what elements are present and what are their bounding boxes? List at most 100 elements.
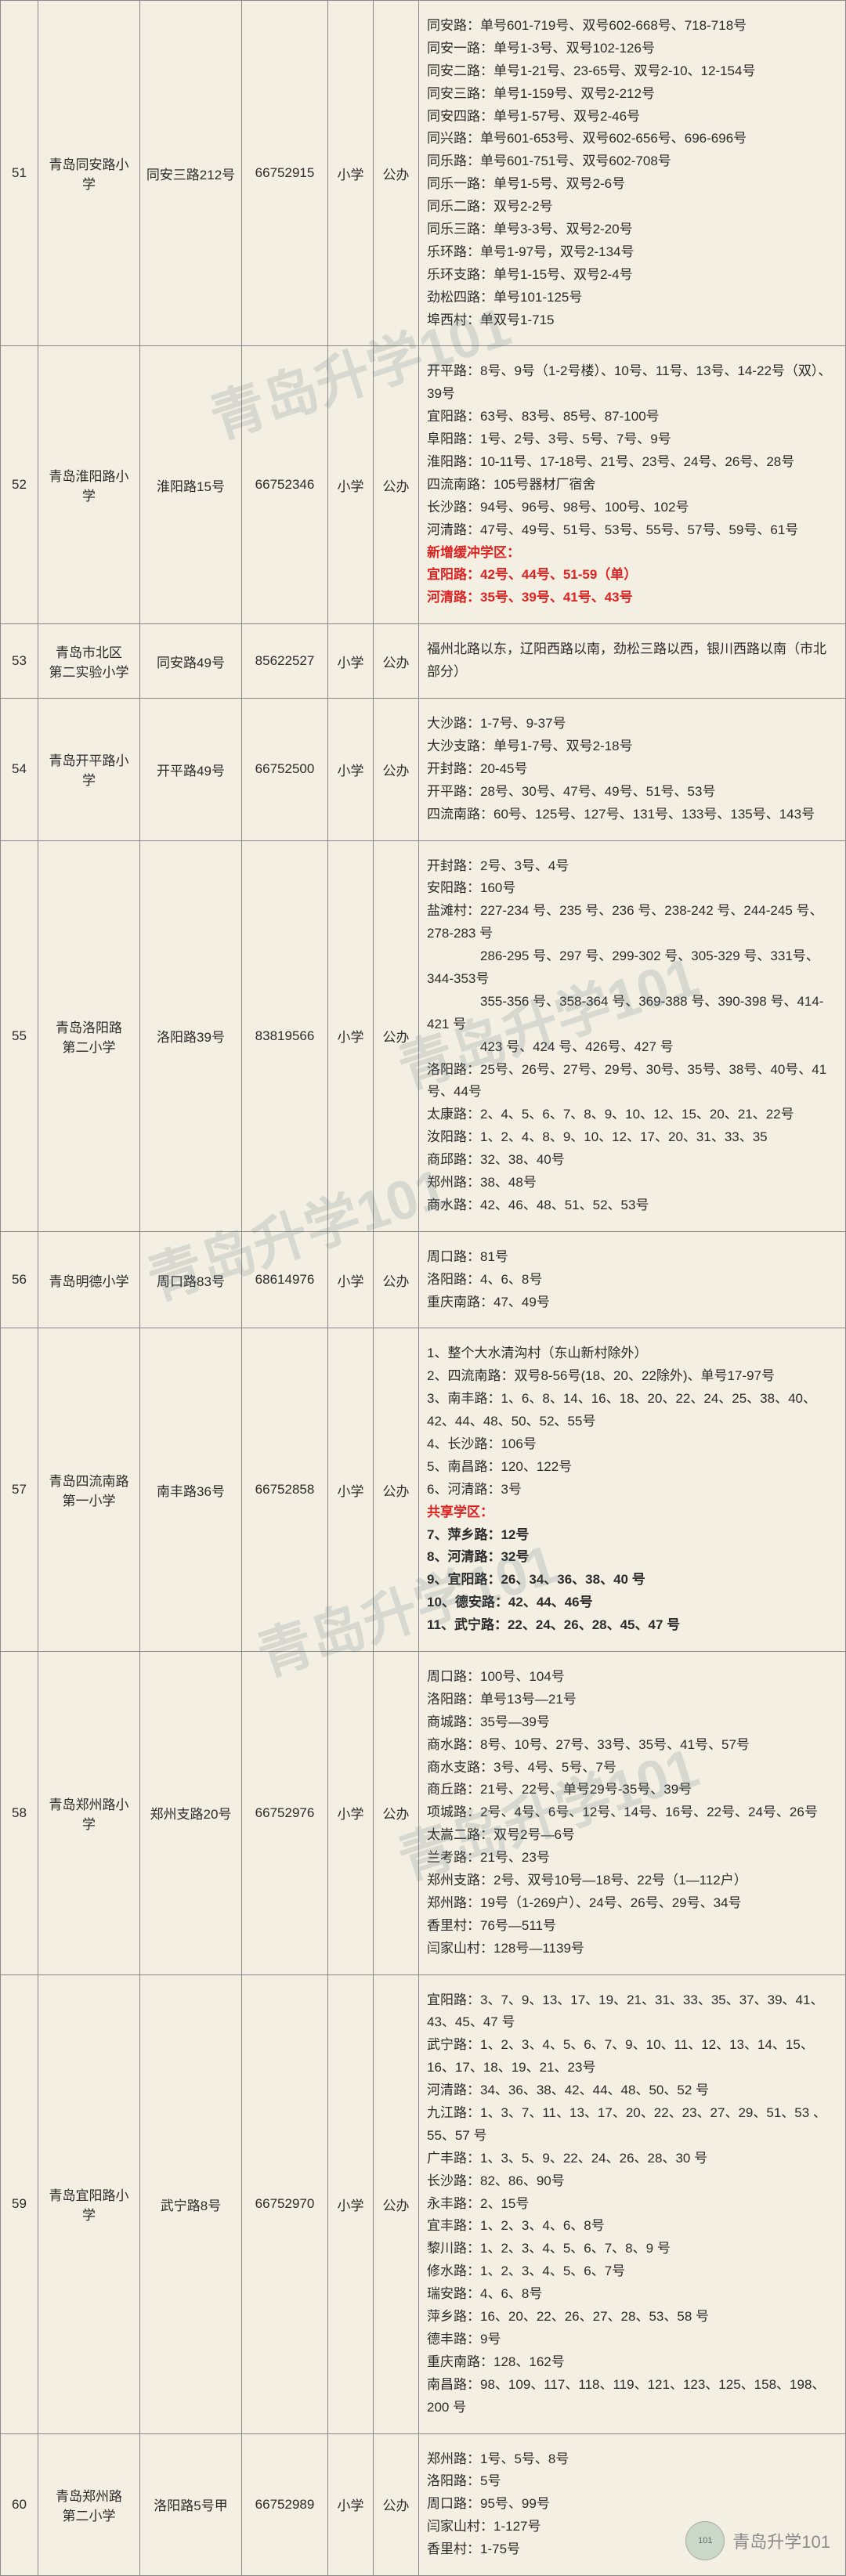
area-line: 盐滩村：227-234 号、235 号、236 号、238-242 号、244-… xyxy=(427,900,837,945)
school-name: 青岛淮阳路小学 xyxy=(38,346,140,624)
school-type: 公办 xyxy=(374,1974,419,2433)
area-line: 同安二路：单号1-21号、23-65号、双号2-10、12-154号 xyxy=(427,60,837,83)
area-line: 7、萍乡路：12号 xyxy=(427,1524,837,1547)
area-line: 修水路：1、2、3、4、5、6、7号 xyxy=(427,2260,837,2283)
school-name: 青岛郑州路小学 xyxy=(38,1652,140,1975)
enrollment-area: 福州北路以东，辽阳西路以南，劲松三路以西，银川西路以南（市北部分） xyxy=(419,624,846,699)
table-row: 51青岛同安路小学同安三路212号66752915小学公办同安路：单号601-7… xyxy=(1,1,846,346)
area-line: 宜阳路：3、7、9、13、17、19、21、31、33、35、37、39、41、… xyxy=(427,1989,837,2035)
school-level: 小学 xyxy=(328,1231,374,1328)
table-row: 53青岛市北区第二实验小学同安路49号85622527小学公办福州北路以东，辽阳… xyxy=(1,624,846,699)
table-row: 59青岛宜阳路小学武宁路8号66752970小学公办宜阳路：3、7、9、13、1… xyxy=(1,1974,846,2433)
area-line: 四流南路：105号器材厂宿舍 xyxy=(427,474,837,497)
school-phone: 66752858 xyxy=(242,1328,328,1652)
area-line: 355-356 号、358-364 号、369-388 号、390-398 号、… xyxy=(427,991,837,1036)
school-name: 青岛宜阳路小学 xyxy=(38,1974,140,2433)
area-line: 长沙路：82、86、90号 xyxy=(427,2170,837,2193)
enrollment-area: 周口路：81号洛阳路：4、6、8号重庆南路：47、49号 xyxy=(419,1231,846,1328)
area-line: 同安四路：单号1-57号、双号2-46号 xyxy=(427,106,837,128)
school-phone: 68614976 xyxy=(242,1231,328,1328)
area-line: 郑州路：19号（1-269户）、24号、26号、29号、34号 xyxy=(427,1892,837,1915)
area-line: 大沙路：1-7号、9-37号 xyxy=(427,713,837,735)
area-line: 广丰路：1、3、5、9、22、24、26、28、30 号 xyxy=(427,2148,837,2170)
school-address: 开平路49号 xyxy=(140,699,242,840)
school-level: 小学 xyxy=(328,1,374,346)
area-line: 同安路：单号601-719号、双号602-668号、718-718号 xyxy=(427,15,837,38)
area-line: 郑州路：1号、5号、8号 xyxy=(427,2448,837,2471)
school-level: 小学 xyxy=(328,1974,374,2433)
school-phone: 66752989 xyxy=(242,2433,328,2575)
area-line: 闫家山村：128号—1139号 xyxy=(427,1938,837,1960)
row-index: 60 xyxy=(1,2433,38,2575)
area-line: 瑞安路：4、6、8号 xyxy=(427,2283,837,2306)
area-line: 商城路：35号—39号 xyxy=(427,1711,837,1734)
school-name: 青岛明德小学 xyxy=(38,1231,140,1328)
area-line: 长沙路：94号、96号、98号、100号、102号 xyxy=(427,497,837,519)
area-line: 阜阳路：1号、2号、3号、5号、7号、9号 xyxy=(427,428,837,451)
area-line: 太康路：2、4、5、6、7、8、9、10、12、15、20、21、22号 xyxy=(427,1104,837,1126)
area-line: 福州北路以东，辽阳西路以南，劲松三路以西，银川西路以南（市北部分） xyxy=(427,638,837,684)
area-line: 2、四流南路：双号8-56号(18、20、22除外)、单号17-97号 xyxy=(427,1365,837,1388)
school-address: 洛阳路5号甲 xyxy=(140,2433,242,2575)
area-line: 太嵩二路：双号2号—6号 xyxy=(427,1824,837,1847)
area-line: 同乐一路：单号1-5号、双号2-6号 xyxy=(427,173,837,196)
area-line: 四流南路：60号、125号、127号、131号、133号、135号、143号 xyxy=(427,804,837,826)
school-address: 洛阳路39号 xyxy=(140,840,242,1231)
school-type: 公办 xyxy=(374,1231,419,1328)
school-address: 郑州支路20号 xyxy=(140,1652,242,1975)
row-index: 56 xyxy=(1,1231,38,1328)
area-line: 同乐二路：双号2-2号 xyxy=(427,196,837,219)
area-line: 德丰路：9号 xyxy=(427,2329,837,2351)
area-line: 宜丰路：1、2、3、4、6、8号 xyxy=(427,2215,837,2238)
school-type: 公办 xyxy=(374,840,419,1231)
area-line: 河清路：35号、39号、41号、43号 xyxy=(427,587,837,609)
enrollment-area: 1、整个大水清沟村（东山新村除外）2、四流南路：双号8-56号(18、20、22… xyxy=(419,1328,846,1652)
area-line: 九江路：1、3、7、11、13、17、20、22、23、27、29、51、53 … xyxy=(427,2102,837,2148)
enrollment-area: 开封路：2号、3号、4号安阳路：160号盐滩村：227-234 号、235 号、… xyxy=(419,840,846,1231)
school-name: 青岛郑州路第二小学 xyxy=(38,2433,140,2575)
school-type: 公办 xyxy=(374,699,419,840)
school-level: 小学 xyxy=(328,624,374,699)
school-table: 51青岛同安路小学同安三路212号66752915小学公办同安路：单号601-7… xyxy=(0,0,846,2576)
area-line: 香里村：76号—511号 xyxy=(427,1915,837,1938)
school-name: 青岛开平路小学 xyxy=(38,699,140,840)
table-row: 54青岛开平路小学开平路49号66752500小学公办大沙路：1-7号、9-37… xyxy=(1,699,846,840)
area-line: 洛阳路：单号13号—21号 xyxy=(427,1689,837,1711)
area-line: 1、整个大水清沟村（东山新村除外） xyxy=(427,1342,837,1365)
school-phone: 66752976 xyxy=(242,1652,328,1975)
area-line: 商水路：42、46、48、51、52、53号 xyxy=(427,1194,837,1217)
school-type: 公办 xyxy=(374,2433,419,2575)
area-line: 新增缓冲学区： xyxy=(427,542,837,565)
school-phone: 66752346 xyxy=(242,346,328,624)
area-line: 洛阳路：4、6、8号 xyxy=(427,1269,837,1292)
school-name: 青岛市北区第二实验小学 xyxy=(38,624,140,699)
area-line: 郑州支路：2号、双号10号—18号、22号（1—112户） xyxy=(427,1870,837,1892)
enrollment-area: 周口路：100号、104号洛阳路：单号13号—21号商城路：35号—39号商水路… xyxy=(419,1652,846,1975)
area-line: 埠西村：单双号1-715 xyxy=(427,309,837,332)
area-line: 宜阳路：63号、83号、85号、87-100号 xyxy=(427,406,837,428)
school-type: 公办 xyxy=(374,624,419,699)
area-line: 洛阳路：5号 xyxy=(427,2470,837,2493)
area-line: 开封路：20-45号 xyxy=(427,758,837,781)
school-address: 南丰路36号 xyxy=(140,1328,242,1652)
area-line: 11、武宁路：22、24、26、28、45、47 号 xyxy=(427,1614,837,1637)
area-line: 乐环路：单号1-97号，双号2-134号 xyxy=(427,241,837,264)
table-row: 52青岛淮阳路小学淮阳路15号66752346小学公办开平路：8号、9号（1-2… xyxy=(1,346,846,624)
school-address: 淮阳路15号 xyxy=(140,346,242,624)
area-line: 淮阳路：10-11号、17-18号、21号、23号、24号、26号、28号 xyxy=(427,451,837,474)
row-index: 58 xyxy=(1,1652,38,1975)
school-name: 青岛四流南路第一小学 xyxy=(38,1328,140,1652)
row-index: 53 xyxy=(1,624,38,699)
area-line: 重庆南路：47、49号 xyxy=(427,1292,837,1314)
school-type: 公办 xyxy=(374,1652,419,1975)
area-line: 商水支路：3号、4号、5号、7号 xyxy=(427,1757,837,1779)
row-index: 52 xyxy=(1,346,38,624)
area-line: 同兴路：单号601-653号、双号602-656号、696-696号 xyxy=(427,128,837,150)
area-line: 萍乡路：16、20、22、26、27、28、53、58 号 xyxy=(427,2306,837,2329)
area-line: 同乐路：单号601-751号、双号602-708号 xyxy=(427,150,837,173)
area-line: 商丘路：21号、22号、单号29号-35号、39号 xyxy=(427,1779,837,1801)
enrollment-area: 同安路：单号601-719号、双号602-668号、718-718号同安一路：单… xyxy=(419,1,846,346)
area-line: 重庆南路：128、162号 xyxy=(427,2351,837,2374)
wechat-source-badge: 101 青岛升学101 xyxy=(685,2521,830,2560)
area-line: 乐环支路：单号1-15号、双号2-4号 xyxy=(427,264,837,287)
